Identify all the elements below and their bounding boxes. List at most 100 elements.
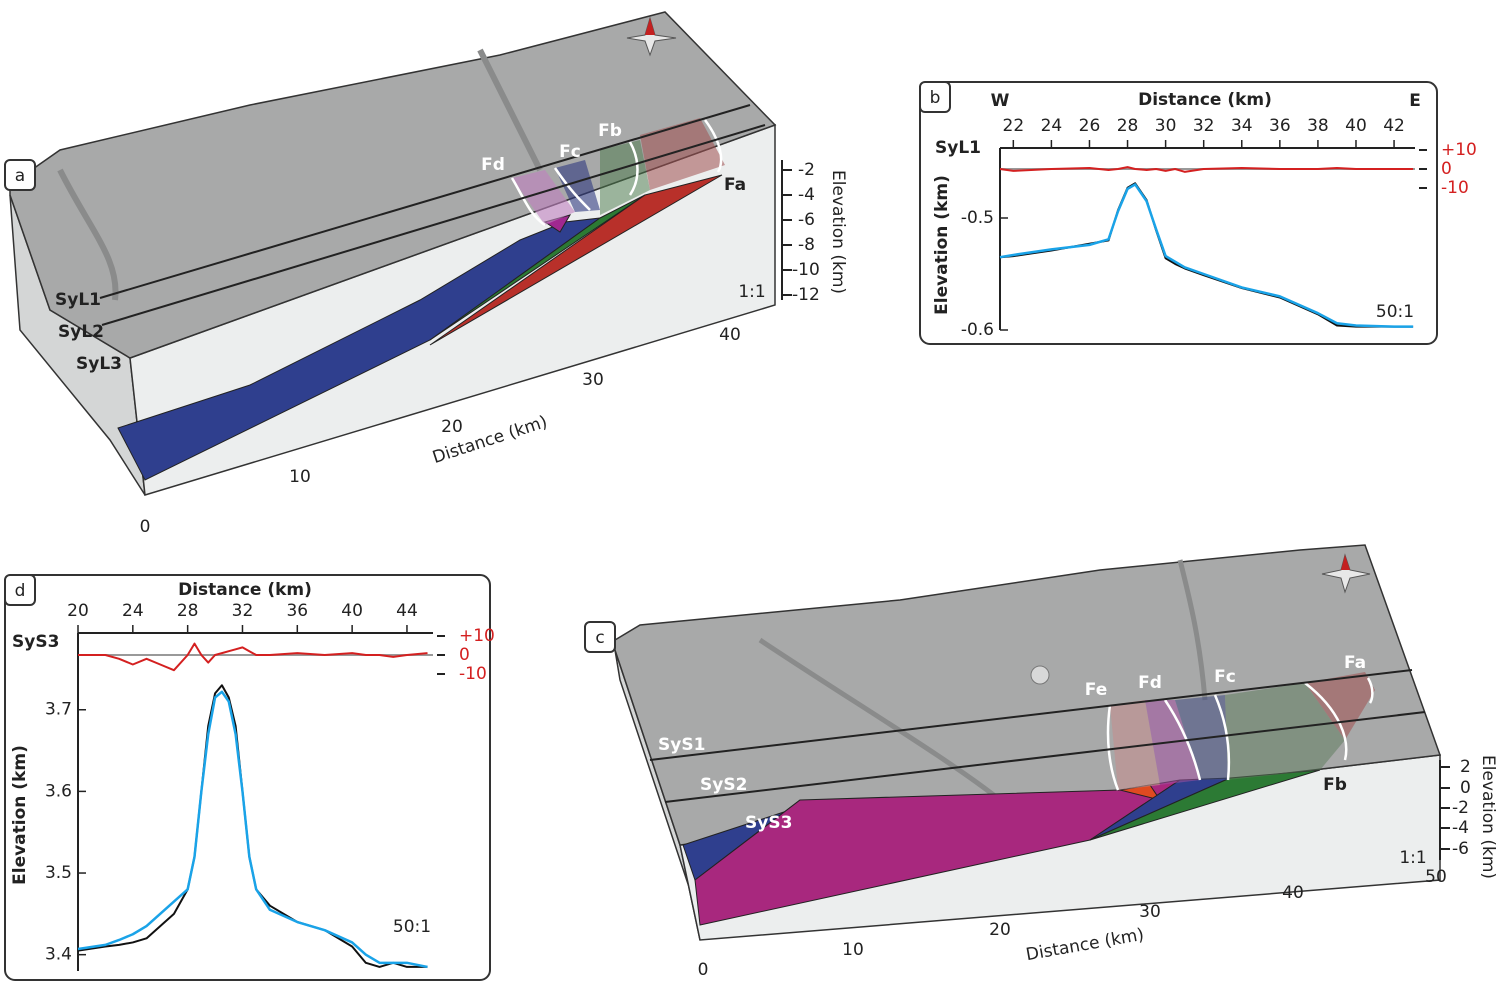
scale-label: 50:1 (393, 917, 431, 937)
series-line (77, 690, 428, 969)
x-tick-label: 36 (1269, 116, 1291, 136)
fault-plane (1110, 700, 1160, 790)
profile-line (101, 124, 766, 326)
distance-tick: 20 (441, 417, 463, 437)
panel-label-box (4, 574, 36, 606)
x-tick-label: 32 (1193, 116, 1215, 136)
fault-label: Fb (1323, 775, 1347, 795)
y-tick-label: 3.7 (45, 700, 72, 720)
x-tick-label: 28 (1117, 116, 1139, 136)
elevation-tick: -6 (1452, 839, 1469, 859)
x-tick-label: 24 (122, 601, 144, 621)
fault-label: Fb (598, 121, 622, 141)
distance-tick: 30 (1139, 902, 1161, 922)
x-tick-label: 20 (67, 601, 89, 621)
elevation-axis (781, 160, 792, 300)
profile-label: SyL1 (935, 138, 981, 158)
profile-label: SyS3 (745, 813, 792, 833)
distance-tick: 20 (989, 920, 1011, 940)
fault-label: Fa (1344, 653, 1366, 673)
fault-plane (1305, 672, 1375, 740)
series-line (78, 642, 428, 672)
fault-plane (1225, 683, 1345, 780)
compass (1321, 553, 1371, 594)
fault-label: Fc (559, 142, 581, 162)
x-tick-label: 24 (1041, 116, 1063, 136)
series-line (999, 166, 1414, 173)
distance-tick: 40 (1282, 883, 1304, 903)
x-tick-label: 22 (1003, 116, 1025, 136)
x-tick-label: 26 (1079, 116, 1101, 136)
panel-a: a Fd Fc Fb Fa SyL1 SyL2 SyL3 1:1 -2 -4 -… (4, 11, 848, 537)
elevation-tick: 0 (1460, 778, 1471, 798)
panel-label: b (930, 88, 941, 108)
distance-title: Distance (km) (1024, 925, 1145, 965)
profile-label: SyS2 (700, 775, 747, 795)
fault-green (429, 194, 646, 341)
x-tick-label: 38 (1307, 116, 1329, 136)
y2-tick-label: 0 (459, 645, 470, 665)
elevation-tick: -2 (1452, 798, 1469, 818)
distance-tick: 0 (698, 960, 709, 980)
ridge (57, 48, 543, 301)
elevation-tick: -10 (792, 260, 820, 280)
elevation-tick: -2 (798, 160, 815, 180)
x-tick-label: 42 (1383, 116, 1405, 136)
profile-label: SyL3 (76, 354, 122, 374)
y2-tick-label: -10 (459, 664, 487, 684)
fault-trace (510, 119, 723, 227)
series-line (77, 684, 428, 968)
y2-tick-label: 0 (1441, 159, 1452, 179)
y-tick-label: -0.5 (961, 208, 994, 228)
elevation-tick: -4 (798, 185, 815, 205)
scale-label: 1:1 (1399, 848, 1426, 868)
profile-label: SyL1 (55, 290, 101, 310)
series-line (999, 183, 1414, 328)
y2-tick-label: +10 (1441, 140, 1477, 160)
distance-tick: 10 (842, 940, 864, 960)
elevation-tick: 2 (1460, 757, 1471, 777)
x-axis-title: Distance (km) (1138, 90, 1272, 110)
distance-tick: 10 (289, 467, 311, 487)
profile-line (649, 669, 1413, 761)
fault-label: Fc (1214, 667, 1236, 687)
x-axis-title: Distance (km) (178, 580, 312, 600)
fault-plane (512, 170, 575, 225)
elevation-title: Elevation (km) (828, 170, 848, 294)
x-tick-label: 44 (396, 601, 418, 621)
fault-label: Fa (724, 175, 746, 195)
profile-label: SyS3 (12, 632, 59, 652)
elevation-tick: -6 (798, 210, 815, 230)
y2-tick-label: -10 (1441, 178, 1469, 198)
elevation-axis (1439, 760, 1450, 860)
scale-label: 50:1 (1376, 302, 1414, 322)
y-axis-title: Elevation (km) (10, 745, 30, 885)
block-top (9, 11, 777, 359)
profile-label: SyL2 (58, 322, 104, 342)
distance-tick: 0 (140, 517, 151, 537)
fault-plane (555, 160, 600, 212)
distance-tick: 50 (1425, 867, 1447, 887)
profile-line (664, 711, 1426, 803)
fault-plane (640, 118, 725, 190)
distance-tick: 40 (719, 325, 741, 345)
elevation-tick: -12 (792, 285, 820, 305)
panel-label: a (15, 166, 25, 186)
panel-label-box (919, 81, 951, 113)
compass (626, 16, 677, 57)
elevation-tick: -8 (798, 235, 815, 255)
elevation-title: Elevation (km) (1478, 755, 1498, 879)
panel-label: c (595, 628, 604, 648)
panel-label-box (4, 159, 36, 191)
compass (645, 18, 655, 35)
crater (1030, 665, 1050, 685)
x-tick-label: 28 (177, 601, 199, 621)
y-tick-label: 3.4 (45, 945, 72, 965)
y-tick-label: -0.6 (961, 320, 994, 340)
x-tick-label: 30 (1155, 116, 1177, 136)
fault-red (429, 174, 723, 346)
profile-line (99, 104, 751, 299)
x-tick-label: 34 (1231, 116, 1253, 136)
direction-label: W (991, 91, 1010, 111)
